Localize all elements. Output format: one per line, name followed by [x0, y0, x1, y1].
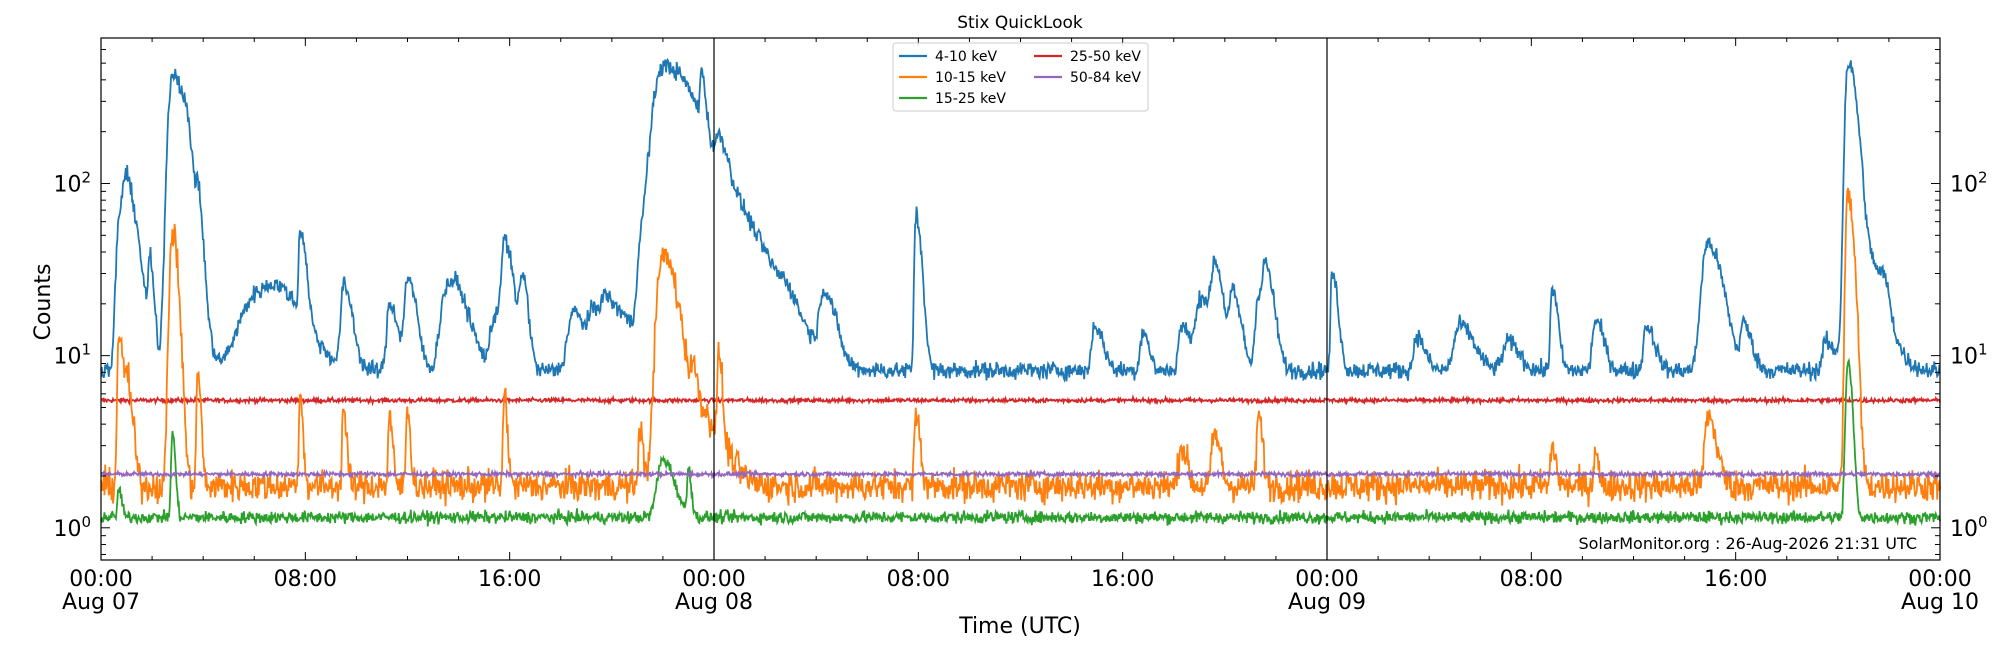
legend-item: 10-15 keV [899, 70, 1006, 86]
series-layer [100, 57, 1941, 528]
x-tick-label: Aug 08 [675, 590, 753, 615]
x-tick-label: 08:00 [1500, 567, 1563, 592]
y-tick-label-left: 102 [53, 168, 91, 197]
legend-label: 10-15 keV [935, 70, 1006, 86]
legend-item: 25-50 keV [1034, 49, 1141, 65]
y-tick-label-left: 101 [53, 341, 91, 370]
x-tick-label: 08:00 [887, 567, 950, 592]
legend: 4-10 keV 10-15 keV 15-25 keV 25-50 keV 50-84… [892, 42, 1149, 112]
legend-label: 15-25 keV [935, 91, 1006, 107]
x-tick-label: Aug 07 [62, 590, 140, 615]
y-axis-ticks: 100 100 101 101 102 102 [53, 37, 1988, 555]
y-tick-label-right: 101 [1950, 341, 1988, 370]
x-tick-label: 16:00 [1091, 567, 1154, 592]
x-tick-label: Aug 10 [1901, 590, 1979, 615]
x-tick-label: 00:00 [682, 567, 745, 592]
series-line-25-50-kev [100, 394, 1941, 407]
y-tick-label-right: 102 [1950, 168, 1988, 197]
x-tick-label: 00:00 [69, 567, 132, 592]
x-tick-label: 00:00 [1295, 567, 1358, 592]
y-tick-label-right: 100 [1950, 513, 1988, 542]
series-line-15-25-kev [100, 357, 1941, 528]
solarmonitor-annotation: SolarMonitor.org : 26-Aug-2026 21:31 UTC [1578, 534, 1917, 553]
x-tick-label: 16:00 [1704, 567, 1767, 592]
x-axis-label: Time (UTC) [958, 614, 1081, 639]
legend-label: 4-10 keV [935, 49, 997, 65]
legend-item: 4-10 keV [899, 49, 997, 65]
y-axis-label: Counts [31, 264, 56, 341]
x-tick-label: Aug 09 [1288, 590, 1366, 615]
x-tick-label: 08:00 [274, 567, 337, 592]
series-line-4-10-kev [100, 57, 1941, 384]
x-tick-label: 16:00 [478, 567, 541, 592]
legend-item: 50-84 keV [1034, 70, 1141, 86]
legend-item: 15-25 keV [899, 91, 1006, 107]
legend-label: 25-50 keV [1070, 49, 1141, 65]
series-line-50-84-kev [100, 468, 1940, 481]
x-tick-label: 00:00 [1908, 567, 1971, 592]
series-line-10-15-kev [100, 187, 1941, 508]
y-tick-label-left: 100 [53, 513, 91, 542]
legend-label: 50-84 keV [1070, 70, 1141, 86]
legend-box [892, 42, 1149, 112]
chart-title: Stix QuickLook [957, 13, 1083, 33]
